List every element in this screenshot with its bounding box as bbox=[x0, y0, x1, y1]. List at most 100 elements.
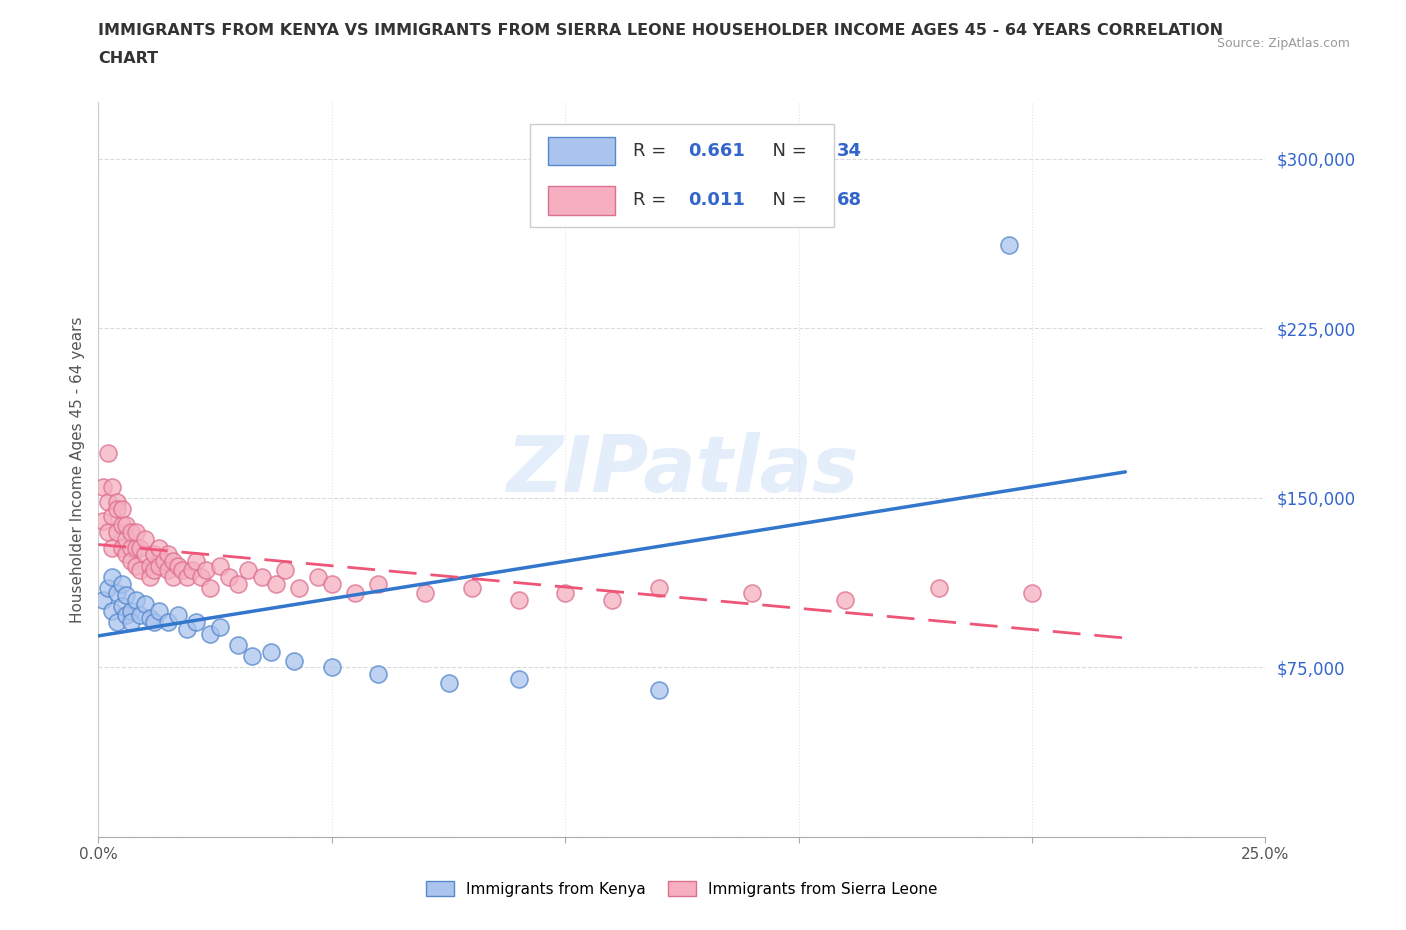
Point bbox=[105, 525, 128, 539]
Text: IMMIGRANTS FROM KENYA VS IMMIGRANTS FROM SIERRA LEONE HOUSEHOLDER INCOME AGES 45: IMMIGRANTS FROM KENYA VS IMMIGRANTS FROM… bbox=[98, 23, 1223, 38]
Point bbox=[143, 563, 166, 578]
Point bbox=[143, 547, 166, 562]
Text: Source: ZipAtlas.com: Source: ZipAtlas.com bbox=[1216, 37, 1350, 50]
Point bbox=[166, 558, 188, 573]
Point bbox=[834, 592, 856, 607]
Point bbox=[134, 531, 156, 546]
Point bbox=[264, 577, 287, 591]
Point bbox=[148, 540, 170, 555]
Point bbox=[208, 619, 231, 634]
Point bbox=[437, 676, 460, 691]
Point bbox=[97, 525, 120, 539]
Point bbox=[162, 569, 184, 584]
Point bbox=[129, 563, 152, 578]
Point bbox=[176, 621, 198, 636]
Point bbox=[139, 558, 162, 573]
Point bbox=[97, 445, 120, 460]
Point bbox=[105, 495, 128, 510]
Point bbox=[152, 553, 174, 568]
Point bbox=[367, 577, 389, 591]
Point bbox=[101, 540, 124, 555]
Point bbox=[236, 563, 259, 578]
Point bbox=[115, 518, 138, 533]
Point bbox=[194, 563, 217, 578]
Point bbox=[120, 525, 142, 539]
Point bbox=[157, 547, 180, 562]
Point bbox=[101, 604, 124, 618]
Point bbox=[125, 592, 148, 607]
Point bbox=[242, 649, 264, 664]
Point bbox=[120, 540, 142, 555]
Point bbox=[928, 581, 950, 596]
Point bbox=[190, 569, 212, 584]
Point bbox=[101, 509, 124, 524]
Point bbox=[125, 525, 148, 539]
Point bbox=[166, 608, 188, 623]
Point bbox=[111, 540, 134, 555]
Point bbox=[157, 615, 180, 630]
Point bbox=[134, 547, 156, 562]
Point bbox=[186, 553, 208, 568]
Point bbox=[91, 513, 114, 528]
Point bbox=[647, 683, 669, 698]
Point bbox=[105, 585, 128, 600]
Point bbox=[274, 563, 297, 578]
Point bbox=[321, 577, 343, 591]
Point bbox=[1021, 585, 1043, 600]
Point bbox=[172, 563, 194, 578]
Point bbox=[228, 637, 250, 652]
Point bbox=[741, 585, 763, 600]
Point bbox=[200, 626, 222, 641]
Point bbox=[344, 585, 367, 600]
Point bbox=[554, 585, 576, 600]
Point bbox=[111, 577, 134, 591]
Point bbox=[115, 531, 138, 546]
Point bbox=[508, 592, 530, 607]
Point bbox=[120, 615, 142, 630]
Point bbox=[307, 569, 329, 584]
Point bbox=[91, 479, 114, 494]
Point bbox=[115, 608, 138, 623]
Point bbox=[218, 569, 240, 584]
Point bbox=[115, 547, 138, 562]
Point bbox=[600, 592, 623, 607]
Point bbox=[125, 540, 148, 555]
Point bbox=[180, 563, 202, 578]
Point bbox=[508, 671, 530, 686]
Point bbox=[120, 553, 142, 568]
Point bbox=[139, 569, 162, 584]
Point bbox=[461, 581, 484, 596]
Point bbox=[321, 660, 343, 675]
Y-axis label: Householder Income Ages 45 - 64 years: Householder Income Ages 45 - 64 years bbox=[69, 316, 84, 623]
Point bbox=[176, 569, 198, 584]
Point bbox=[148, 558, 170, 573]
Point bbox=[111, 599, 134, 614]
Point bbox=[997, 237, 1019, 252]
Point bbox=[97, 581, 120, 596]
Point bbox=[111, 518, 134, 533]
Point bbox=[97, 495, 120, 510]
Text: ZIPatlas: ZIPatlas bbox=[506, 432, 858, 508]
Point bbox=[115, 588, 138, 603]
Point bbox=[228, 577, 250, 591]
Point bbox=[647, 581, 669, 596]
Point bbox=[288, 581, 311, 596]
Point bbox=[250, 569, 273, 584]
Point bbox=[101, 479, 124, 494]
Point bbox=[157, 563, 180, 578]
Point bbox=[367, 667, 389, 682]
Point bbox=[91, 592, 114, 607]
Point bbox=[148, 604, 170, 618]
Point bbox=[283, 653, 305, 668]
Point bbox=[186, 615, 208, 630]
Point bbox=[120, 604, 142, 618]
Point bbox=[139, 610, 162, 625]
Point bbox=[162, 553, 184, 568]
Point bbox=[200, 581, 222, 596]
Point bbox=[101, 569, 124, 584]
Text: CHART: CHART bbox=[98, 51, 159, 66]
Legend: Immigrants from Kenya, Immigrants from Sierra Leone: Immigrants from Kenya, Immigrants from S… bbox=[420, 874, 943, 903]
Point bbox=[134, 597, 156, 612]
Point bbox=[260, 644, 283, 659]
Point bbox=[125, 558, 148, 573]
